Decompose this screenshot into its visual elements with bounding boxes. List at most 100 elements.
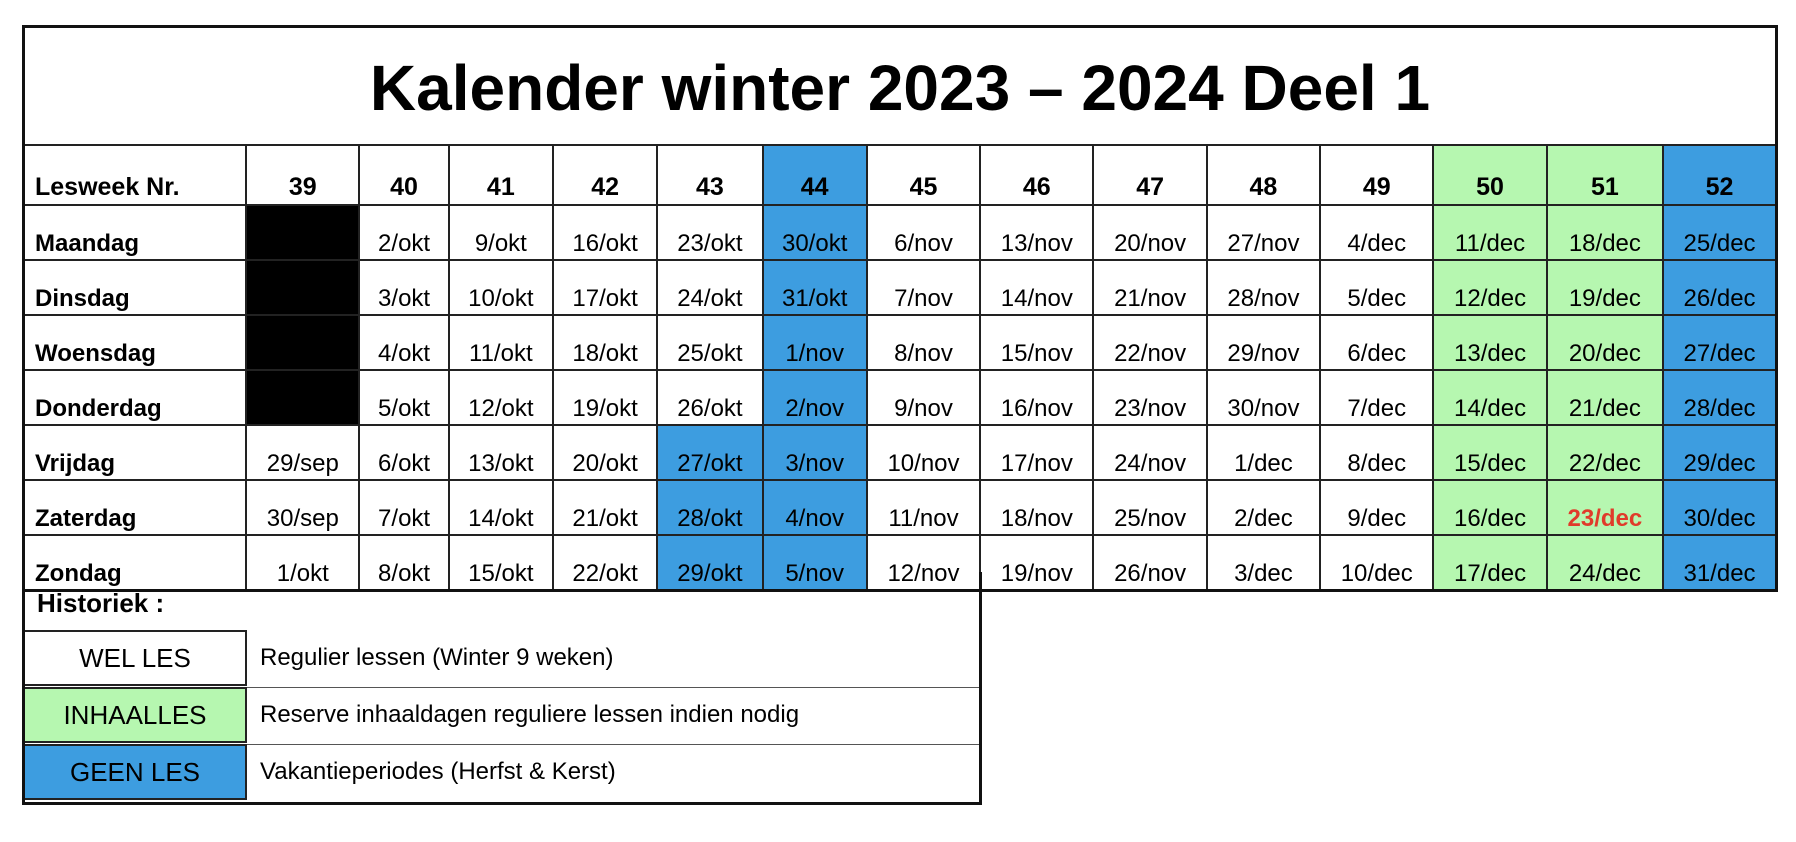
date-cell: 8/dec: [1319, 424, 1435, 481]
day-label: Maandag: [22, 204, 248, 261]
date-cell: 23/dec: [1545, 479, 1665, 536]
date-cell: 14/okt: [447, 479, 554, 536]
date-cell: 23/nov: [1092, 369, 1208, 426]
date-cell: 16/okt: [551, 204, 659, 261]
date-cell: 22/okt: [551, 534, 659, 592]
legend-geen-les-label: GEEN LES: [69, 756, 201, 787]
date-cell: 9/dec: [1319, 479, 1435, 536]
day-row-maandag: Maandag 2/okt 9/okt 16/okt 23/okt 30/okt 6/nov…: [22, 204, 1778, 261]
date-cell: 22/dec: [1545, 424, 1665, 481]
date-cell: 9/okt: [447, 204, 554, 261]
date-cell: 30/sep: [245, 479, 361, 536]
date-cell: 22/nov: [1092, 314, 1208, 371]
week-number-44: 44: [761, 144, 868, 206]
date-cell: 4/dec: [1319, 204, 1435, 261]
date-cell: 27/nov: [1205, 204, 1322, 261]
date-cell: 18/dec: [1545, 204, 1665, 261]
date-cell: 8/okt: [358, 534, 450, 592]
day-label: Donderdag: [22, 369, 248, 426]
date-cell: 17/okt: [551, 259, 659, 316]
legend-wel-les-box: WEL LES: [25, 630, 247, 686]
day-row-donderdag: Donderdag 5/okt 12/okt 19/okt 26/okt 2/nov 9/n…: [22, 369, 1778, 426]
week-number-43: 43: [656, 144, 764, 206]
week-number-48: 48: [1205, 144, 1322, 206]
date-cell: 23/okt: [656, 204, 764, 261]
date-cell: 28/okt: [656, 479, 764, 536]
date-cell: 11/dec: [1432, 204, 1548, 261]
date-cell: 16/dec: [1432, 479, 1548, 536]
legend-divider: [247, 687, 979, 688]
date-cell: 24/okt: [656, 259, 764, 316]
week-number-41: 41: [447, 144, 554, 206]
date-cell: 6/okt: [358, 424, 450, 481]
date-cell: 30/nov: [1205, 369, 1322, 426]
date-cell: 28/dec: [1662, 369, 1778, 426]
date-cell: 29/okt: [656, 534, 764, 592]
week-number-46: 46: [979, 144, 1095, 206]
date-cell: 13/okt: [447, 424, 554, 481]
date-cell: 24/dec: [1545, 534, 1665, 592]
legend-inhaalles-description: Reserve inhaaldagen reguliere lessen ind…: [260, 701, 800, 728]
blocked-cell: [245, 369, 361, 426]
date-cell: 12/nov: [865, 534, 982, 592]
date-cell: 17/dec: [1432, 534, 1548, 592]
date-cell: 12/okt: [447, 369, 554, 426]
date-cell: 5/dec: [1319, 259, 1435, 316]
date-cell: 21/dec: [1545, 369, 1665, 426]
day-label: Woensdag: [22, 314, 248, 371]
week-number-49: 49: [1319, 144, 1435, 206]
date-cell: 6/dec: [1319, 314, 1435, 371]
date-cell: 8/nov: [865, 314, 982, 371]
day-label: Zaterdag: [22, 479, 248, 536]
date-cell: 20/nov: [1092, 204, 1208, 261]
date-cell: 3/nov: [761, 424, 868, 481]
week-number-50: 50: [1432, 144, 1548, 206]
legend-geen-les-box: GEEN LES: [25, 744, 247, 800]
date-cell: 26/dec: [1662, 259, 1778, 316]
day-row-zaterdag: Zaterdag 30/sep 7/okt 14/okt 21/okt 28/okt 4/n…: [22, 479, 1778, 536]
week-header-label: Lesweek Nr.: [22, 144, 248, 206]
date-cell: 26/nov: [1092, 534, 1208, 592]
week-number-45: 45: [865, 144, 982, 206]
date-cell: 11/okt: [447, 314, 554, 371]
week-number-42: 42: [551, 144, 659, 206]
date-cell: 1/nov: [761, 314, 868, 371]
date-cell: 13/dec: [1432, 314, 1548, 371]
week-number-51: 51: [1545, 144, 1665, 206]
date-cell: 10/nov: [865, 424, 982, 481]
calendar-table: Kalender winter 2023 – 2024 Deel 1 Leswe…: [22, 25, 1778, 592]
date-cell: 5/okt: [358, 369, 450, 426]
week-number-39: 39: [245, 144, 361, 206]
date-cell: 12/dec: [1432, 259, 1548, 316]
date-cell: 25/nov: [1092, 479, 1208, 536]
date-cell: 7/dec: [1319, 369, 1435, 426]
date-cell: 30/dec: [1662, 479, 1778, 536]
date-cell: 28/nov: [1205, 259, 1322, 316]
date-cell: 2/nov: [761, 369, 868, 426]
date-cell: 17/nov: [979, 424, 1095, 481]
blocked-cell: [245, 314, 361, 371]
blocked-cell: [245, 204, 361, 261]
date-cell: 18/nov: [979, 479, 1095, 536]
date-cell: 2/dec: [1205, 479, 1322, 536]
week-number-40: 40: [358, 144, 450, 206]
date-cell: 2/okt: [358, 204, 450, 261]
day-label: Zondag: [22, 534, 248, 592]
date-cell: 19/nov: [979, 534, 1095, 592]
day-label: Vrijdag: [22, 424, 248, 481]
date-cell: 18/okt: [551, 314, 659, 371]
date-cell: 21/okt: [551, 479, 659, 536]
date-cell: 31/okt: [761, 259, 868, 316]
date-cell: 29/dec: [1662, 424, 1778, 481]
date-cell: 27/dec: [1662, 314, 1778, 371]
legend: Historiek : WEL LES Regulier lessen (Win…: [22, 572, 982, 805]
date-cell: 3/okt: [358, 259, 450, 316]
date-cell: 21/nov: [1092, 259, 1208, 316]
legend-inhaalles-box: INHAALLES: [25, 687, 247, 743]
date-cell: 15/dec: [1432, 424, 1548, 481]
day-row-woensdag: Woensdag 4/okt 11/okt 18/okt 25/okt 1/nov 8/no…: [22, 314, 1778, 371]
date-cell: 10/okt: [447, 259, 554, 316]
date-cell: 5/nov: [761, 534, 868, 592]
page-title: Kalender winter 2023 – 2024 Deel 1: [22, 25, 1778, 146]
date-cell: 1/okt: [245, 534, 361, 592]
